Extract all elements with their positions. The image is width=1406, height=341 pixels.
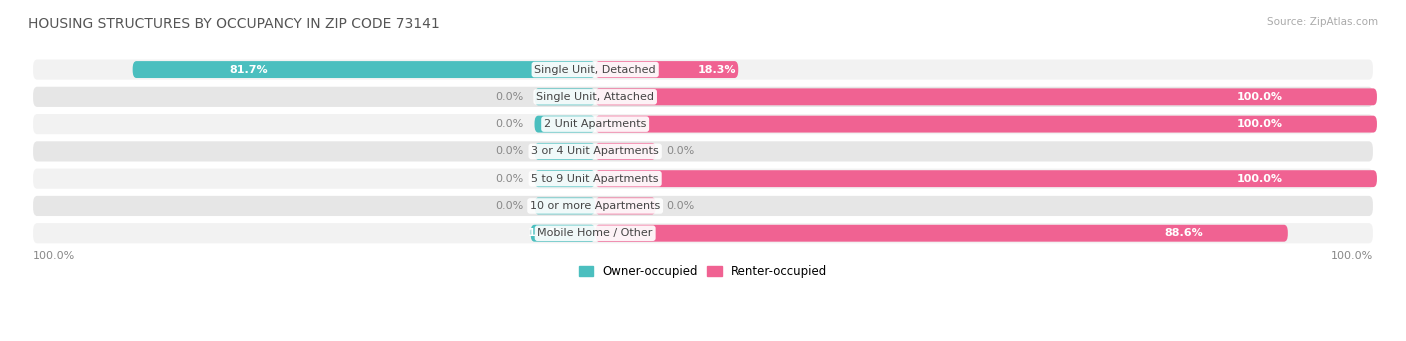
FancyBboxPatch shape — [595, 197, 655, 214]
Text: Source: ZipAtlas.com: Source: ZipAtlas.com — [1267, 17, 1378, 27]
Text: 0.0%: 0.0% — [495, 201, 523, 211]
FancyBboxPatch shape — [534, 116, 595, 133]
Text: HOUSING STRUCTURES BY OCCUPANCY IN ZIP CODE 73141: HOUSING STRUCTURES BY OCCUPANCY IN ZIP C… — [28, 17, 440, 31]
Legend: Owner-occupied, Renter-occupied: Owner-occupied, Renter-occupied — [574, 261, 832, 283]
Text: 88.6%: 88.6% — [1164, 228, 1204, 238]
Text: 0.0%: 0.0% — [495, 119, 523, 129]
Text: 100.0%: 100.0% — [1237, 174, 1282, 184]
FancyBboxPatch shape — [595, 170, 1376, 187]
FancyBboxPatch shape — [132, 61, 595, 78]
FancyBboxPatch shape — [595, 143, 655, 160]
FancyBboxPatch shape — [534, 170, 595, 187]
Text: 11.4%: 11.4% — [527, 228, 567, 238]
Text: 100.0%: 100.0% — [1237, 119, 1282, 129]
Text: 81.7%: 81.7% — [229, 64, 267, 75]
FancyBboxPatch shape — [34, 141, 1372, 162]
Text: 0.0%: 0.0% — [495, 146, 523, 157]
Text: Single Unit, Attached: Single Unit, Attached — [536, 92, 654, 102]
Text: 100.0%: 100.0% — [1330, 251, 1372, 261]
FancyBboxPatch shape — [34, 114, 1372, 134]
FancyBboxPatch shape — [34, 223, 1372, 243]
FancyBboxPatch shape — [34, 168, 1372, 189]
Text: Single Unit, Detached: Single Unit, Detached — [534, 64, 657, 75]
FancyBboxPatch shape — [595, 116, 1376, 133]
Text: 10 or more Apartments: 10 or more Apartments — [530, 201, 661, 211]
Text: 0.0%: 0.0% — [666, 201, 695, 211]
FancyBboxPatch shape — [34, 59, 1372, 80]
FancyBboxPatch shape — [34, 87, 1372, 107]
Text: 100.0%: 100.0% — [34, 251, 76, 261]
FancyBboxPatch shape — [534, 197, 595, 214]
FancyBboxPatch shape — [534, 143, 595, 160]
Text: 2 Unit Apartments: 2 Unit Apartments — [544, 119, 647, 129]
Text: Mobile Home / Other: Mobile Home / Other — [537, 228, 652, 238]
FancyBboxPatch shape — [34, 196, 1372, 216]
FancyBboxPatch shape — [534, 88, 595, 105]
Text: 3 or 4 Unit Apartments: 3 or 4 Unit Apartments — [531, 146, 659, 157]
FancyBboxPatch shape — [595, 88, 1376, 105]
FancyBboxPatch shape — [595, 225, 1288, 242]
Text: 0.0%: 0.0% — [666, 146, 695, 157]
FancyBboxPatch shape — [595, 61, 738, 78]
Text: 5 to 9 Unit Apartments: 5 to 9 Unit Apartments — [531, 174, 659, 184]
Text: 0.0%: 0.0% — [495, 92, 523, 102]
FancyBboxPatch shape — [530, 225, 595, 242]
Text: 18.3%: 18.3% — [697, 64, 735, 75]
Text: 0.0%: 0.0% — [495, 174, 523, 184]
Text: 100.0%: 100.0% — [1237, 92, 1282, 102]
